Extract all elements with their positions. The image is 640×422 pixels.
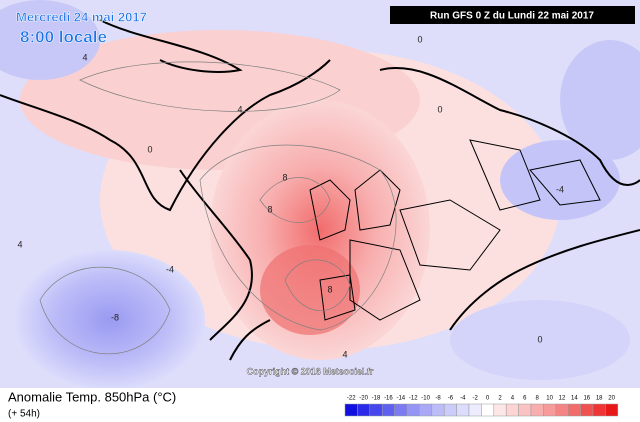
footer-title: Anomalie Temp. 850hPa (°C): [8, 389, 176, 404]
contour-label: 4: [237, 104, 242, 114]
legend-tick-label: -4: [460, 396, 466, 402]
legend-tick-label: -10: [421, 396, 430, 402]
legend-swatch: [443, 403, 457, 417]
legend-swatch: [605, 403, 619, 417]
legend-swatch: [419, 403, 433, 417]
legend-tick-label: 12: [559, 396, 566, 402]
legend: -22 -20 -18 -16 -14 -12 -10 -8 -6 -4 -2 0 2 4 6 8 10 12 14…: [344, 396, 619, 417]
legend-swatch: [592, 403, 606, 417]
cold-area: [560, 40, 640, 160]
contour-label: 4: [342, 349, 347, 359]
legend-swatch: [555, 403, 569, 417]
lead-time: (+ 54h): [8, 409, 40, 420]
contour-label: -4: [166, 264, 174, 274]
legend-tick-label: 6: [523, 396, 527, 402]
cold-area: [15, 250, 205, 390]
legend-swatch: [381, 403, 395, 417]
contour-label: 0: [417, 34, 422, 44]
legend-swatch: [344, 403, 358, 417]
legend-tick-label: -2: [473, 396, 479, 402]
legend-tick-label: -20: [359, 396, 368, 402]
copyright: Copyright © 2016 Meteociel.fr: [247, 366, 374, 376]
legend-tick-label: -22: [347, 396, 356, 402]
legend-swatch: [468, 403, 482, 417]
legend-swatch: [394, 403, 408, 417]
run-box: [390, 6, 635, 24]
coastlines: [0, 19, 640, 361]
contour-label: 0: [147, 144, 152, 154]
contour-label: 4: [17, 239, 22, 249]
contour-label: -4: [556, 184, 564, 194]
legend-tick-label: -12: [409, 396, 418, 402]
cold-area: [500, 140, 620, 220]
legend-swatch: [580, 403, 594, 417]
contour-label: 4: [82, 52, 87, 62]
legend-tick-label: -6: [448, 396, 454, 402]
legend-tick-label: 14: [571, 396, 578, 402]
legend-swatch: [357, 403, 371, 417]
forecast-date: Mercredi 24 mai 2017: [16, 9, 147, 24]
contour-label: 0: [437, 104, 442, 114]
legend-swatch: [456, 403, 470, 417]
contour-label: 8: [327, 284, 332, 294]
legend-tick-label: 18: [596, 396, 603, 402]
contours: [39, 61, 397, 355]
legend-tick-label: 10: [546, 396, 553, 402]
legend-tick-label: 2: [498, 396, 502, 402]
legend-swatch: [530, 403, 544, 417]
cold-area: [450, 300, 630, 380]
run-info: Run GFS 0 Z du Lundi 22 mai 2017: [430, 11, 594, 22]
legend-swatch: [369, 403, 383, 417]
legend-tick-label: 20: [608, 396, 615, 402]
legend-tick-label: -14: [396, 396, 405, 402]
contour-label: 8: [282, 172, 287, 182]
contour-label: -8: [111, 312, 119, 322]
legend-swatch: [481, 403, 495, 417]
cold-area: [0, 0, 100, 80]
legend-tick-label: -8: [435, 396, 441, 402]
borders: [309, 139, 601, 321]
contour-label-group: 4 0 4 8 8 8 4 0 -4 -8 0 4 -4 0: [17, 34, 564, 359]
legend-tick-label: 4: [511, 396, 515, 402]
contour-label: 8: [267, 204, 272, 214]
contour-label: 0: [537, 334, 542, 344]
legend-swatch: [431, 403, 445, 417]
legend-swatch: [543, 403, 557, 417]
legend-swatch: [505, 403, 519, 417]
legend-tick-label: 8: [536, 396, 540, 402]
forecast-time: 8:00 locale: [20, 27, 107, 46]
legend-tick-label: 16: [583, 396, 590, 402]
legend-tick-label: -16: [384, 396, 393, 402]
legend-swatch: [518, 403, 532, 417]
legend-tick-label: 0: [486, 396, 490, 402]
legend-tick-label: -18: [372, 396, 381, 402]
legend-swatch: [493, 403, 507, 417]
warm-core: [260, 245, 360, 335]
legend-swatch: [567, 403, 581, 417]
legend-swatch: [406, 403, 420, 417]
